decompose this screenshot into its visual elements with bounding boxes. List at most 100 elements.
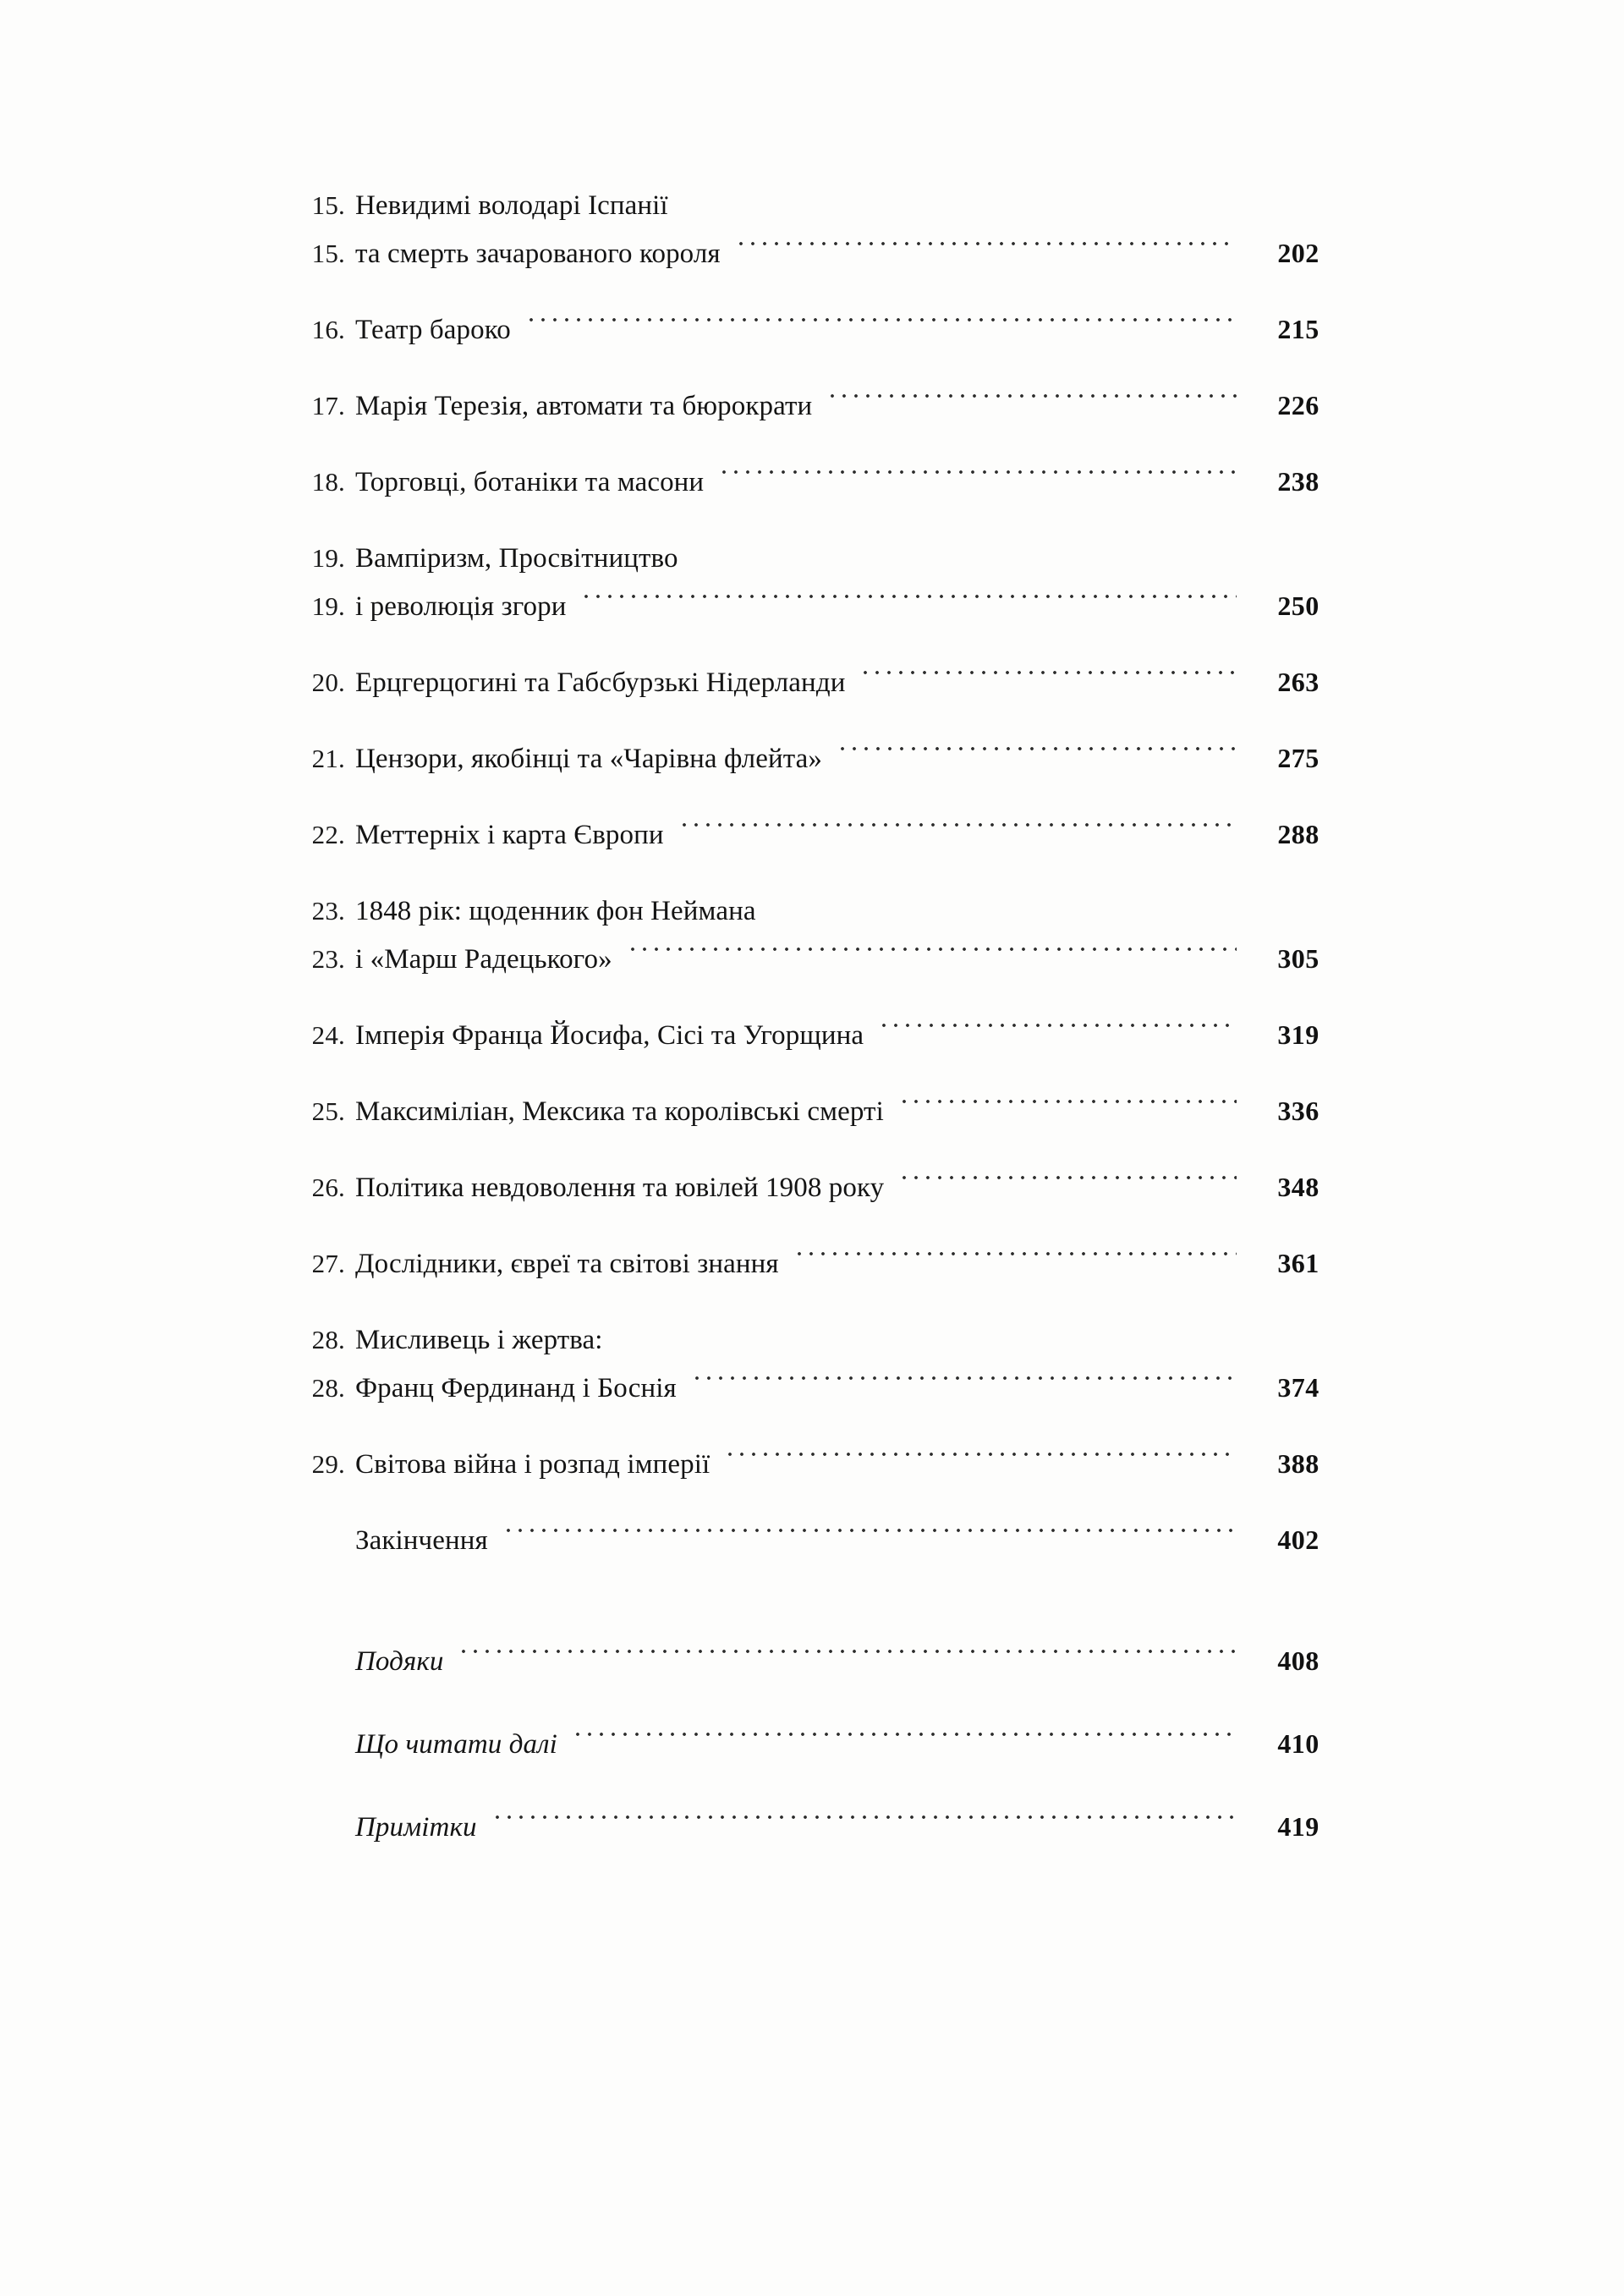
toc-entry-title: 1848 рік: щоденник фон Неймана	[355, 896, 756, 926]
toc-entry[interactable]: 18. Торговці, ботаніки та масони 238	[279, 442, 1345, 497]
toc-entry-number: 19.	[311, 543, 345, 573]
toc-dot-leader	[775, 871, 1237, 920]
toc-entry-number: 16.	[311, 315, 345, 344]
toc-entry[interactable]: 21. Цензори, якобінці та «Чарівна флейта»…	[279, 719, 1345, 774]
toc-entry-line: 28. Мисливець і жертва:	[279, 1300, 1345, 1355]
toc-entry-line: 18. Торговці, ботаніки та масони 238	[279, 442, 1345, 497]
toc-entry-line: 20. Ерцгерцогині та Габсбурзькі Нідерланд…	[279, 643, 1345, 698]
toc-entry-line: 27. Дослідники, євреї та світові знання 36…	[279, 1224, 1345, 1279]
toc-entry-line: 19. Вампіризм, Просвітництво	[279, 519, 1345, 574]
toc-entry-title: і революція згори	[355, 591, 567, 622]
toc-entry[interactable]: 19. Вампіризм, Просвітництво 19. і революці…	[279, 519, 1345, 622]
toc-dot-leader	[728, 1425, 1237, 1473]
toc-entry-page-number: 263	[1277, 667, 1320, 697]
toc-dot-leader	[864, 643, 1237, 691]
toc-entry-number: 23.	[311, 896, 345, 926]
toc-entry-line: 29. Світова війна і розпад імперії 388	[279, 1425, 1345, 1480]
toc-entry-title: Імперія Франца Йосифа, Сісі та Угорщина	[355, 1020, 864, 1051]
table-of-contents: 15. Невидимі володарі Іспанії 15. та смерть…	[279, 166, 1345, 1870]
toc-entry[interactable]: 29. Світова війна і розпад імперії 388	[279, 1425, 1345, 1480]
toc-entry-page-number: 348	[1277, 1172, 1320, 1202]
toc-entry-number: 18.	[311, 467, 345, 497]
toc-entry-line: Закінчення 402	[279, 1501, 1345, 1556]
toc-dot-leader	[738, 214, 1237, 262]
toc-entry-title: Невидимі володарі Іспанії	[355, 190, 668, 221]
toc-dot-leader	[697, 519, 1237, 567]
toc-entry-number: 22.	[311, 820, 345, 849]
toc-entry-page-number: 361	[1277, 1248, 1320, 1278]
toc-dot-leader	[682, 795, 1237, 843]
toc-entry-page-number: 226	[1277, 390, 1320, 420]
toc-entry-title: Франц Фердинанд і Боснія	[355, 1373, 677, 1403]
toc-entry-number: 15.	[311, 239, 345, 268]
toc-entry-title: Дослідники, євреї та світові знання	[355, 1249, 779, 1279]
toc-entry-line: 28. Франц Фердинанд і Боснія 374	[279, 1348, 1345, 1403]
toc-entry-number: 24.	[311, 1020, 345, 1050]
toc-entry[interactable]: 20. Ерцгерцогині та Габсбурзькі Нідерланд…	[279, 643, 1345, 698]
toc-entry-number: 19.	[311, 591, 345, 621]
toc-entry-line: 16. Театр бароко 215	[279, 290, 1345, 345]
toc-entry-page-number: 202	[1277, 238, 1320, 268]
toc-dot-leader	[797, 1224, 1237, 1272]
toc-entry-title: Торговці, ботаніки та масони	[355, 467, 705, 497]
toc-dot-leader	[622, 1300, 1237, 1348]
backmatter-entry-list: Подяки 408 Що читати далі 410 Примітки 419	[279, 1622, 1345, 1843]
toc-dot-leader	[903, 1148, 1237, 1196]
toc-dot-leader	[831, 366, 1237, 415]
toc-entry-title: та смерть зачарованого короля	[355, 239, 721, 269]
toc-entry-page-number: 336	[1277, 1096, 1320, 1126]
toc-entry-line: 21. Цензори, якобінці та «Чарівна флейта»…	[279, 719, 1345, 774]
toc-entry-page-number: 288	[1277, 819, 1320, 849]
toc-entry[interactable]: 23. 1848 рік: щоденник фон Неймана 23. і «М…	[279, 871, 1345, 975]
toc-backmatter-title: Що читати далі	[355, 1729, 557, 1760]
toc-entry[interactable]: 24. Імперія Франца Йосифа, Сісі та Угорщи…	[279, 996, 1345, 1051]
toc-entry-number: 25.	[311, 1096, 345, 1126]
toc-entry[interactable]: 15. Невидимі володарі Іспанії 15. та смерть…	[279, 166, 1345, 269]
toc-dot-leader	[722, 442, 1237, 491]
toc-backmatter-title: Подяки	[355, 1646, 444, 1677]
toc-backmatter-entry[interactable]: Подяки 408	[279, 1622, 1345, 1677]
toc-entry-page-number: 275	[1277, 743, 1320, 773]
toc-entry[interactable]: 28. Мисливець і жертва: 28. Франц Фердинанд…	[279, 1300, 1345, 1403]
toc-entry-number: 28.	[311, 1373, 345, 1403]
toc-entry-number: 23.	[311, 944, 345, 974]
toc-dot-leader	[584, 567, 1237, 615]
toc-entry-line: 26. Політика невдоволення та ювілей 1908 …	[279, 1148, 1345, 1203]
toc-entry-title: і «Марш Радецького»	[355, 944, 612, 975]
toc-entry-page-number: 374	[1277, 1372, 1320, 1403]
toc-entry-line: 22. Меттерніх і карта Європи 288	[279, 795, 1345, 850]
toc-entry-line: 24. Імперія Франца Йосифа, Сісі та Угорщи…	[279, 996, 1345, 1051]
toc-entry[interactable]: 27. Дослідники, євреї та світові знання 36…	[279, 1224, 1345, 1279]
toc-backmatter-entry[interactable]: Що читати далі 410	[279, 1705, 1345, 1760]
toc-entry[interactable]: 25. Максиміліан, Мексика та королівські с…	[279, 1072, 1345, 1127]
toc-backmatter-title: Примітки	[355, 1812, 477, 1843]
toc-entry-line: 15. та смерть зачарованого короля 202	[279, 214, 1345, 269]
toc-entry-title: Політика невдоволення та ювілей 1908 рок…	[355, 1173, 885, 1203]
toc-dot-leader	[687, 166, 1237, 214]
toc-entry-title: Цензори, якобінці та «Чарівна флейта»	[355, 744, 823, 774]
toc-entry-title: Закінчення	[355, 1525, 488, 1556]
toc-entry-number: 26.	[311, 1173, 345, 1202]
toc-entry-page-number: 238	[1277, 466, 1320, 497]
toc-entry-line: Що читати далі 410	[279, 1705, 1345, 1760]
toc-entry-line: 23. і «Марш Радецького» 305	[279, 920, 1345, 975]
toc-entry-title: Ерцгерцогині та Габсбурзькі Нідерланди	[355, 667, 846, 698]
toc-dot-leader	[882, 996, 1237, 1044]
toc-entry-line: 25. Максиміліан, Мексика та королівські с…	[279, 1072, 1345, 1127]
toc-dot-leader	[630, 920, 1237, 968]
toc-entry-title: Театр бароко	[355, 315, 511, 345]
toc-entry[interactable]: 22. Меттерніх і карта Європи 288	[279, 795, 1345, 850]
toc-entry-number: 21.	[311, 744, 345, 773]
toc-backmatter-entry[interactable]: Примітки 419	[279, 1788, 1345, 1843]
toc-dot-leader	[506, 1501, 1237, 1549]
toc-entry[interactable]: 17. Марія Терезія, автомати та бюрократи 2…	[279, 366, 1345, 421]
toc-entry-line: 17. Марія Терезія, автомати та бюрократи 2…	[279, 366, 1345, 421]
toc-entry[interactable]: 26. Політика невдоволення та ювілей 1908 …	[279, 1148, 1345, 1203]
toc-entry-number: 29.	[311, 1449, 345, 1479]
toc-dot-leader	[529, 290, 1237, 338]
toc-entry-page-number: 319	[1277, 1019, 1320, 1050]
toc-entry[interactable]: Закінчення 402	[279, 1501, 1345, 1556]
toc-entry-page-number: 215	[1277, 314, 1320, 344]
toc-entry[interactable]: 16. Театр бароко 215	[279, 290, 1345, 345]
toc-entry-page-number: 402	[1277, 1524, 1320, 1555]
